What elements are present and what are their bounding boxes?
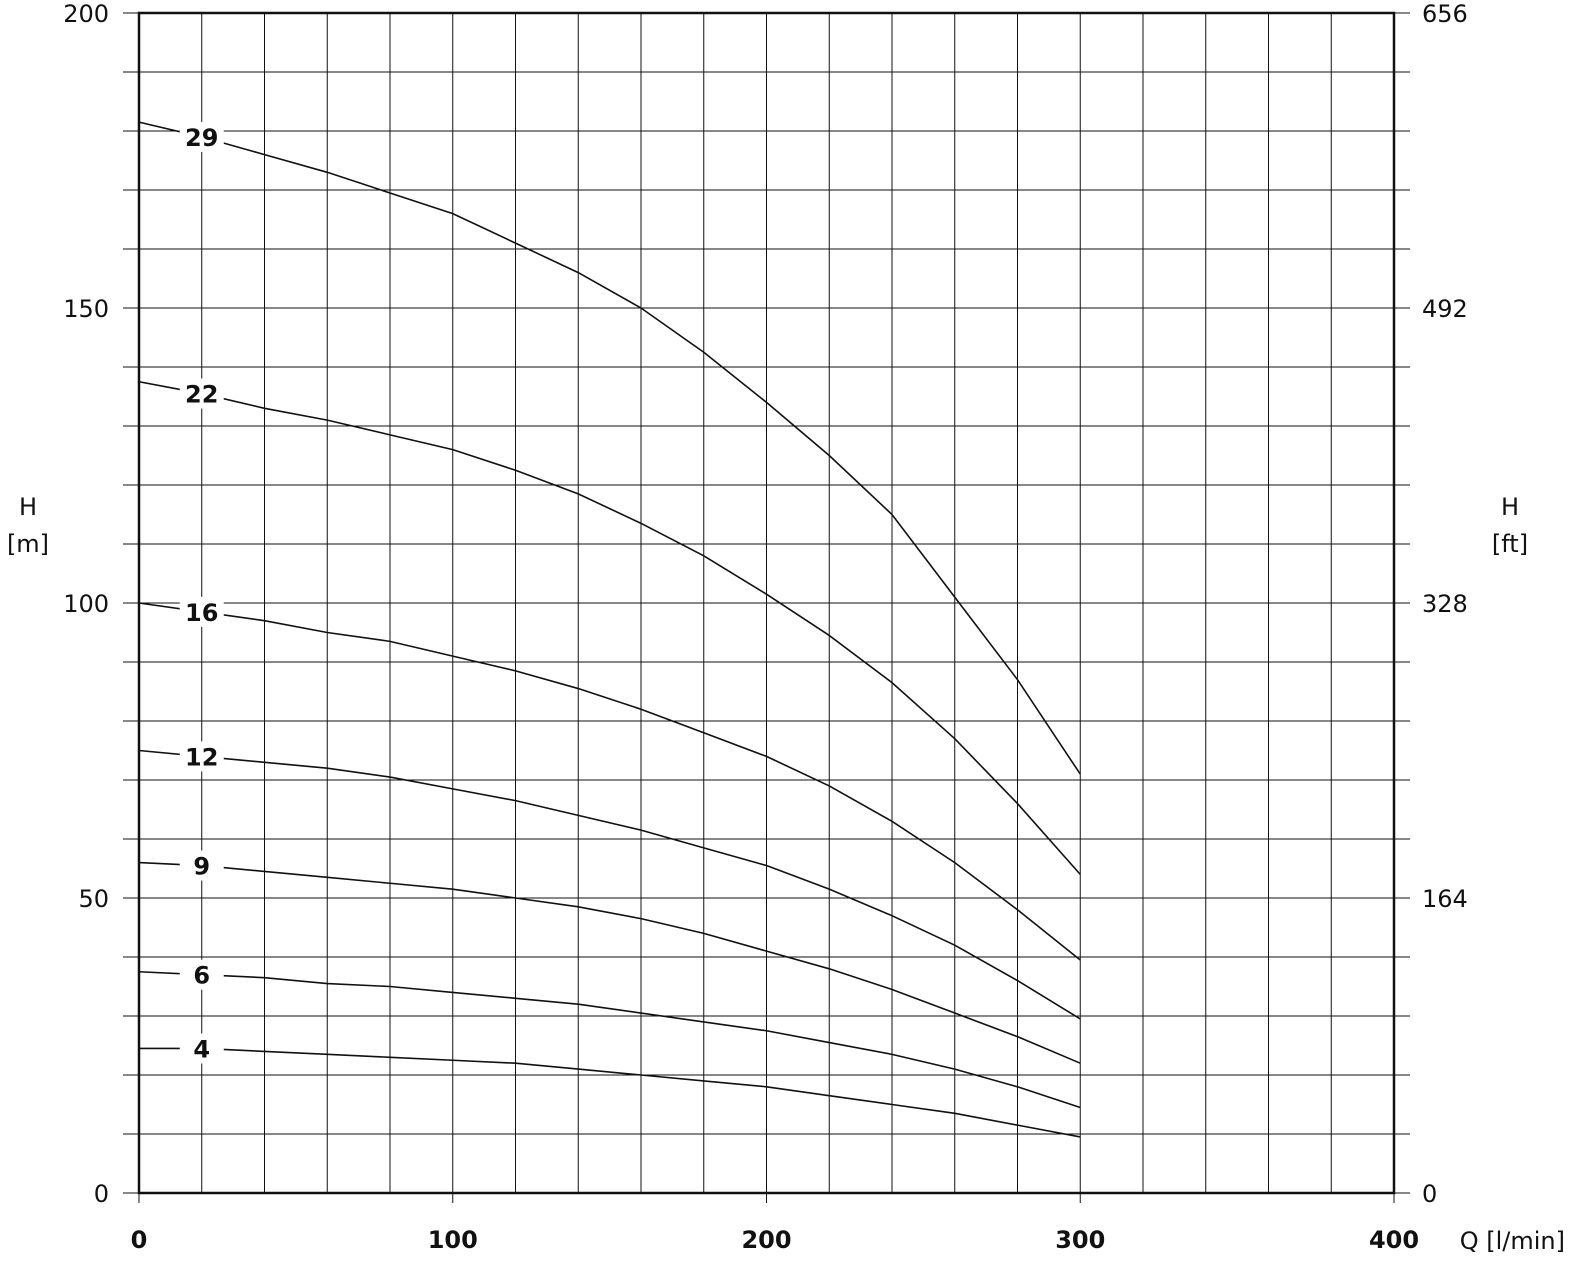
y2-tick-label: 164	[1422, 885, 1468, 913]
curve-label-bg	[179, 1033, 224, 1064]
y-axis-label: H	[19, 493, 37, 521]
y2-tick-label: 656	[1422, 0, 1468, 28]
pump-curve	[138, 121, 1081, 775]
curve-label: 16	[185, 599, 218, 627]
curve-label: 9	[193, 853, 210, 881]
y-axis-unit: [m]	[7, 530, 49, 558]
x-tick-label: 400	[1369, 1226, 1419, 1254]
pump-curve	[138, 602, 1081, 961]
curve-label-bg	[179, 850, 224, 881]
x-tick-label: 0	[131, 1226, 148, 1254]
y2-axis-unit: [ft]	[1492, 530, 1528, 558]
y-tick-label: 150	[63, 295, 109, 323]
curve-label: 22	[185, 381, 218, 409]
y2-tick-label: 328	[1422, 590, 1468, 618]
y-tick-label: 0	[94, 1180, 109, 1208]
x-tick-label: 200	[741, 1226, 791, 1254]
curve-label-bg	[179, 378, 224, 409]
pump-curve	[138, 970, 1081, 1109]
curve-label: 4	[193, 1035, 210, 1063]
pump-curve	[139, 1047, 1081, 1138]
y-tick-label: 100	[63, 590, 109, 618]
x-axis-label: Q [l/min]	[1460, 1227, 1565, 1255]
curve-label-bg	[179, 959, 224, 990]
y-tick-label: 50	[78, 885, 109, 913]
y-tick-label: 200	[63, 0, 109, 28]
y2-tick-label: 492	[1422, 295, 1468, 323]
curve-label: 6	[193, 962, 210, 990]
curve-label: 29	[185, 124, 218, 152]
y2-axis-label: H	[1501, 493, 1519, 521]
y2-tick-label: 0	[1422, 1180, 1437, 1208]
x-tick-label: 300	[1055, 1226, 1105, 1254]
curve-label-bg	[179, 596, 224, 627]
pump-curve	[138, 861, 1081, 1064]
pump-curve	[138, 380, 1081, 875]
curve-label: 12	[185, 743, 218, 771]
curve-label-bg	[179, 121, 224, 152]
curve-label-bg	[179, 741, 224, 772]
x-tick-label: 100	[428, 1226, 478, 1254]
pump-curve	[138, 749, 1081, 1020]
